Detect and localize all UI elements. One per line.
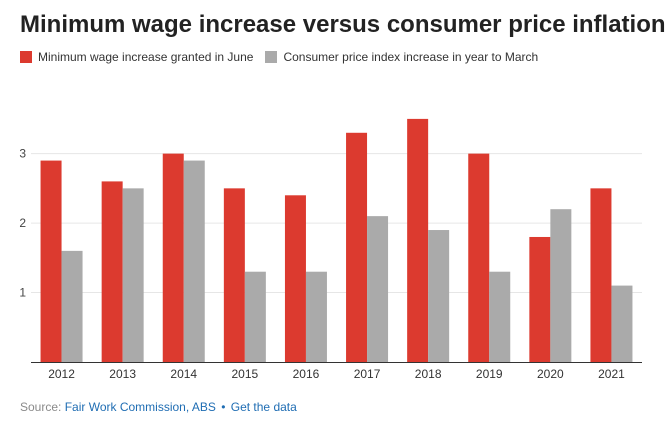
bar-minimum-wage-2018[interactable]	[407, 118, 429, 362]
bar-minimum-wage-2016[interactable]	[284, 195, 306, 362]
y-axis-ticks: 1 2 3	[19, 147, 26, 300]
x-axis-ticks: 2012 2013 2014 2015 2016 2017 2018 2019 2020 2021	[48, 367, 625, 381]
x-tick-label: 2015	[231, 367, 258, 381]
bar-cpi-2020[interactable]	[550, 209, 572, 362]
x-tick-label: 2013	[109, 367, 136, 381]
bar-cpi-2014[interactable]	[183, 160, 205, 362]
bar-minimum-wage-2012[interactable]	[40, 160, 62, 362]
bar-minimum-wage-2021[interactable]	[590, 188, 612, 362]
x-tick-label: 2017	[354, 367, 381, 381]
y-tick-label: 2	[19, 216, 26, 230]
legend-swatch-minimum-wage	[20, 51, 32, 63]
x-tick-label: 2014	[170, 367, 197, 381]
chart-title: Minimum wage increase versus consumer pr…	[20, 11, 666, 38]
bar-cpi-2016[interactable]	[305, 271, 327, 362]
x-tick-label: 2016	[293, 367, 320, 381]
bar-cpi-2021[interactable]	[611, 285, 633, 362]
x-tick-label: 2021	[598, 367, 625, 381]
get-the-data-link[interactable]: Get the data	[230, 400, 297, 414]
bar-cpi-2012[interactable]	[61, 250, 83, 362]
bar-minimum-wage-2015[interactable]	[223, 188, 245, 362]
bar-minimum-wage-2013[interactable]	[101, 181, 123, 362]
legend-label-cpi: Consumer price index increase in year to…	[283, 50, 539, 64]
chart-legend: Minimum wage increase granted in June Co…	[20, 50, 538, 64]
chart-footer: Source: Fair Work Commission, ABS • Get …	[20, 400, 297, 414]
bar-minimum-wage-2020[interactable]	[529, 236, 551, 362]
source-label: Source:	[20, 400, 62, 414]
y-tick-label: 3	[19, 147, 26, 161]
bar-cpi-2018[interactable]	[428, 230, 450, 362]
legend-item-cpi: Consumer price index increase in year to…	[265, 50, 538, 64]
footer-separator: •	[221, 400, 226, 414]
x-tick-label: 2012	[48, 367, 75, 381]
bar-cpi-2013[interactable]	[122, 188, 144, 362]
bars	[40, 118, 633, 362]
source-link[interactable]: Fair Work Commission, ABS	[64, 400, 216, 414]
bar-cpi-2017[interactable]	[367, 216, 389, 362]
x-tick-label: 2020	[537, 367, 564, 381]
bar-minimum-wage-2019[interactable]	[468, 153, 490, 362]
legend-item-minimum-wage: Minimum wage increase granted in June	[20, 50, 253, 64]
x-tick-label: 2018	[415, 367, 442, 381]
bar-cpi-2019[interactable]	[489, 271, 511, 362]
x-tick-label: 2019	[476, 367, 503, 381]
legend-label-minimum-wage: Minimum wage increase granted in June	[38, 50, 254, 64]
legend-swatch-cpi	[265, 51, 278, 63]
bar-minimum-wage-2017[interactable]	[346, 132, 368, 362]
y-tick-label: 1	[19, 286, 26, 300]
bar-cpi-2015[interactable]	[244, 271, 266, 362]
bar-minimum-wage-2014[interactable]	[162, 153, 184, 362]
